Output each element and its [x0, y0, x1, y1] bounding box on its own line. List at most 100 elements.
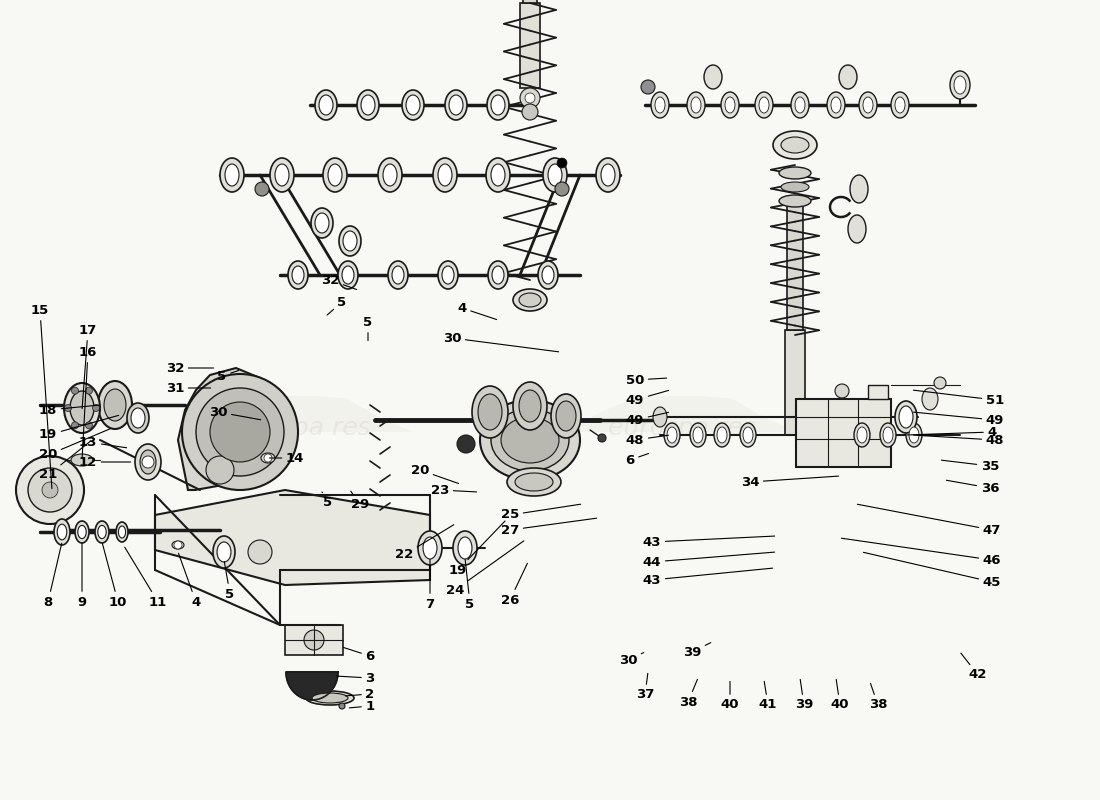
Ellipse shape — [70, 391, 94, 425]
Ellipse shape — [98, 526, 107, 538]
Ellipse shape — [740, 423, 756, 447]
Text: 1: 1 — [350, 699, 375, 713]
Text: 3: 3 — [337, 671, 375, 685]
Ellipse shape — [691, 97, 701, 113]
Circle shape — [456, 435, 475, 453]
Ellipse shape — [556, 401, 576, 431]
Text: 27: 27 — [500, 518, 596, 537]
Ellipse shape — [315, 213, 329, 233]
Polygon shape — [132, 396, 462, 432]
Ellipse shape — [438, 164, 452, 186]
Circle shape — [835, 384, 849, 398]
Text: 20: 20 — [39, 429, 111, 462]
Ellipse shape — [172, 541, 184, 549]
Ellipse shape — [596, 158, 620, 192]
Text: 24: 24 — [446, 541, 524, 597]
Ellipse shape — [720, 92, 739, 118]
Circle shape — [86, 422, 92, 429]
Text: 35: 35 — [942, 459, 999, 473]
Text: 34: 34 — [740, 475, 838, 489]
Ellipse shape — [859, 92, 877, 118]
Circle shape — [522, 104, 538, 120]
Text: 31: 31 — [166, 382, 210, 394]
Polygon shape — [286, 672, 338, 700]
Text: 43: 43 — [642, 568, 772, 586]
Ellipse shape — [323, 158, 346, 192]
Ellipse shape — [487, 90, 509, 120]
Circle shape — [339, 703, 345, 709]
Ellipse shape — [519, 390, 541, 422]
Text: 38: 38 — [679, 679, 697, 709]
Ellipse shape — [338, 261, 358, 289]
Bar — [785, 330, 805, 435]
Circle shape — [72, 387, 78, 394]
Ellipse shape — [95, 521, 109, 543]
Ellipse shape — [116, 522, 128, 542]
Ellipse shape — [458, 537, 472, 559]
Text: 50: 50 — [626, 374, 667, 386]
Text: 30: 30 — [442, 331, 559, 352]
Circle shape — [304, 630, 324, 650]
Ellipse shape — [220, 158, 244, 192]
Text: 10: 10 — [102, 543, 128, 609]
Ellipse shape — [906, 423, 922, 447]
Text: 19: 19 — [449, 521, 505, 577]
Polygon shape — [155, 490, 430, 585]
Text: 42: 42 — [961, 653, 987, 682]
Circle shape — [206, 456, 234, 484]
Bar — [522, 0, 537, 3]
Ellipse shape — [442, 266, 454, 284]
Ellipse shape — [453, 531, 477, 565]
Bar — [868, 385, 888, 399]
Ellipse shape — [857, 427, 867, 443]
Text: 9: 9 — [77, 543, 87, 609]
Ellipse shape — [319, 95, 333, 115]
Text: 7: 7 — [426, 559, 434, 610]
Text: 17: 17 — [79, 323, 97, 409]
Ellipse shape — [378, 158, 402, 192]
Ellipse shape — [688, 92, 705, 118]
Ellipse shape — [515, 473, 553, 491]
Circle shape — [42, 482, 58, 498]
Text: 11: 11 — [124, 547, 167, 609]
Text: 44: 44 — [642, 552, 774, 569]
Ellipse shape — [486, 158, 510, 192]
Ellipse shape — [500, 417, 559, 463]
Ellipse shape — [478, 394, 502, 430]
Ellipse shape — [690, 423, 706, 447]
Ellipse shape — [551, 394, 581, 438]
Ellipse shape — [217, 542, 231, 562]
Text: 6: 6 — [343, 647, 375, 662]
Text: 49: 49 — [913, 412, 1004, 426]
Text: 30: 30 — [209, 406, 261, 420]
Ellipse shape — [358, 90, 379, 120]
Text: 30: 30 — [618, 653, 644, 666]
Text: 2: 2 — [345, 687, 375, 701]
Ellipse shape — [664, 423, 680, 447]
Text: 12: 12 — [79, 455, 131, 469]
Ellipse shape — [104, 389, 126, 421]
Ellipse shape — [693, 427, 703, 443]
Ellipse shape — [864, 97, 873, 113]
Circle shape — [65, 405, 72, 411]
Ellipse shape — [275, 164, 289, 186]
Ellipse shape — [126, 403, 148, 433]
Ellipse shape — [446, 90, 468, 120]
Ellipse shape — [880, 423, 896, 447]
Ellipse shape — [226, 164, 239, 186]
Ellipse shape — [714, 423, 730, 447]
Text: 4: 4 — [908, 426, 997, 438]
Ellipse shape — [438, 261, 458, 289]
Ellipse shape — [725, 97, 735, 113]
Text: 5: 5 — [327, 295, 346, 315]
Text: 29: 29 — [351, 491, 370, 511]
Ellipse shape — [895, 401, 917, 433]
Text: 49: 49 — [626, 412, 669, 426]
Ellipse shape — [402, 90, 424, 120]
Text: 5: 5 — [465, 559, 474, 610]
Ellipse shape — [507, 468, 561, 496]
Ellipse shape — [54, 519, 70, 545]
Circle shape — [520, 88, 540, 108]
Text: 41: 41 — [759, 682, 778, 711]
Text: 48: 48 — [626, 434, 669, 446]
